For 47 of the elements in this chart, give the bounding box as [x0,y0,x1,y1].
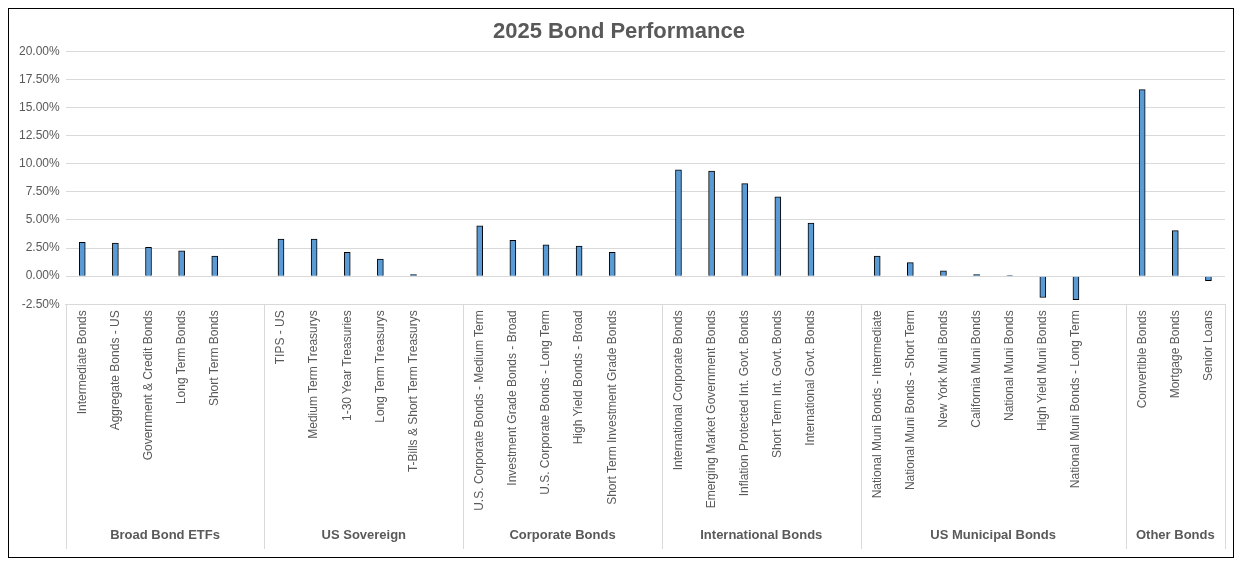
x-tick-label: National Muni Bonds [1002,310,1017,421]
text: US Sovereign [321,526,407,542]
x-tick-label: Medium Term Treasurys [306,310,321,439]
x-tick-label: Aggregate Bonds - US [107,310,122,431]
x-tick-label: California Muni Bonds [968,310,983,428]
x-tick-label: Intermediate Bonds [74,310,89,415]
x-tick-label: Short Term Bonds [207,310,222,407]
text: US Municipal Bonds [930,526,1056,542]
x-tick-label: High Yield Bonds - Broad [571,310,586,445]
y-tick-label: 5.00% [25,212,61,227]
text: Other Bonds [1135,526,1215,542]
x-tick-label: U.S. Corporate Bonds - Medium Term [472,310,487,511]
text: Corporate Bonds [509,526,616,542]
x-tick-label: New York Muni Bonds [935,310,950,428]
y-tick-label: 2.50% [25,240,61,255]
x-tick-label: U.S. Corporate Bonds - Long Term [538,310,553,495]
x-tick-label: 1-30 Year Treasuries [339,310,354,422]
x-tick-label: High Yield Muni Bonds [1035,310,1050,432]
x-tick-label: International Corporate Bonds [670,310,685,471]
x-tick-label: Mortgage Bonds [1167,310,1182,399]
chart-title: 2025 Bond Performance [493,18,745,44]
y-tick-label: 7.50% [25,184,61,199]
x-tick-label: Short Term Investment Grade Bonds [604,310,619,505]
y-tick-label: 17.50% [19,71,61,86]
x-tick-label: Convertible Bonds [1134,310,1149,409]
text: Broad Bond ETFs [110,526,220,542]
x-tick-label: Investment Grade Bonds - Broad [505,310,520,486]
y-tick-label: 10.00% [19,156,61,171]
y-tick-label: 15.00% [19,99,61,114]
x-tick-label: TIPS - US [273,310,288,365]
x-tick-label: National Muni Bonds - Short Term [902,310,917,491]
x-tick-label: Long Term Bonds [173,310,188,405]
y-tick-label: 12.50% [19,128,61,142]
x-tick-label: Emerging Market Government Bonds [703,310,718,509]
text: International Bonds [700,526,823,542]
x-tick-label: National Muni Bonds - Intermediate [869,309,884,499]
x-tick-label: T-Bills & Short Term Treasurys [405,310,420,473]
y-tick-label: 20.00% [19,43,61,58]
y-tick-label: 0.00% [25,268,61,283]
x-tick-label: Inflation Protected Int. Govt. Bonds [737,310,752,497]
x-tick-label: Short Term Int. Govt. Bonds [770,310,785,459]
x-tick-label: Senior Loans [1200,310,1215,381]
x-tick-label: International Govt. Bonds [803,310,818,446]
x-tick-label: Government & Credit Bonds [140,310,155,461]
y-tick-label: -2.50% [21,296,61,311]
x-tick-label: National Muni Bonds - Long Term [1068,310,1083,489]
x-tick-label: Long Term Treasurys [372,310,387,423]
